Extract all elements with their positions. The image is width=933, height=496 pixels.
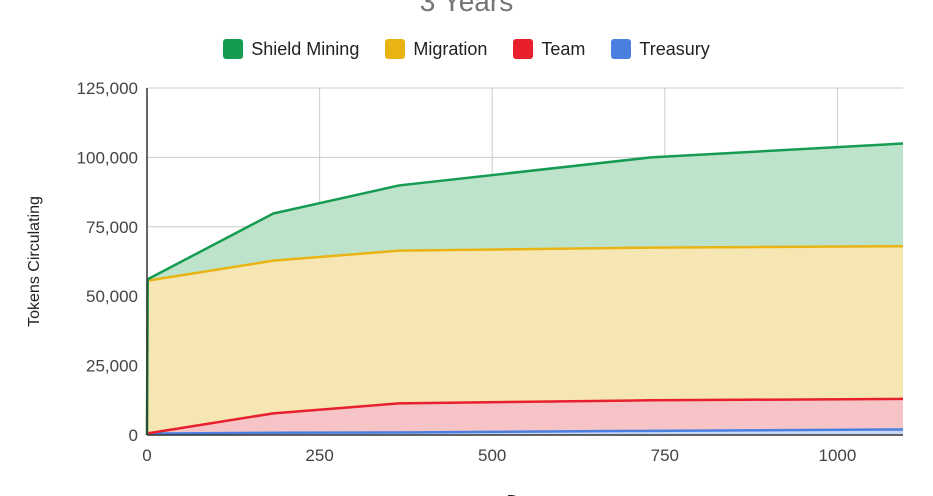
legend-item-team: Team <box>513 39 585 60</box>
chart-legend: Shield Mining Migration Team Treasury <box>0 38 933 60</box>
x-tick-label-4: 1000 <box>818 446 856 465</box>
legend-item-migration: Migration <box>385 39 487 60</box>
legend-label-shield-mining: Shield Mining <box>251 38 360 59</box>
legend-label-migration: Migration <box>413 38 488 59</box>
x-axis-title: Days <box>507 493 543 496</box>
legend-label-treasury: Treasury <box>639 38 710 59</box>
legend-item-treasury: Treasury <box>611 38 710 60</box>
area-migration <box>147 246 903 435</box>
x-tick-label-2: 500 <box>478 446 506 465</box>
legend-swatch-shield-mining <box>223 39 244 59</box>
x-tick-label-0: 0 <box>142 446 151 465</box>
legend-swatch-treasury <box>611 39 632 59</box>
area-shield-mining <box>147 143 903 435</box>
y-tick-label-2: 50,000 <box>86 287 138 306</box>
y-tick-label-1: 25,000 <box>86 357 138 376</box>
legend-item-shield-mining: Shield Mining <box>223 39 359 60</box>
y-tick-label-3: 75,000 <box>86 218 138 237</box>
y-tick-label-0: 0 <box>129 426 138 445</box>
y-axis-title: Tokens Circulating <box>26 196 43 327</box>
y-tick-label-4: 100,000 <box>77 148 138 167</box>
x-tick-label-1: 250 <box>305 446 333 465</box>
x-tick-label-3: 750 <box>651 446 679 465</box>
legend-swatch-team <box>513 39 534 59</box>
y-tick-label-5: 125,000 <box>77 79 138 98</box>
area-team <box>147 398 903 435</box>
chart-title: 3 Years <box>419 0 514 17</box>
legend-label-team: Team <box>541 38 586 59</box>
legend-swatch-migration <box>385 39 406 59</box>
